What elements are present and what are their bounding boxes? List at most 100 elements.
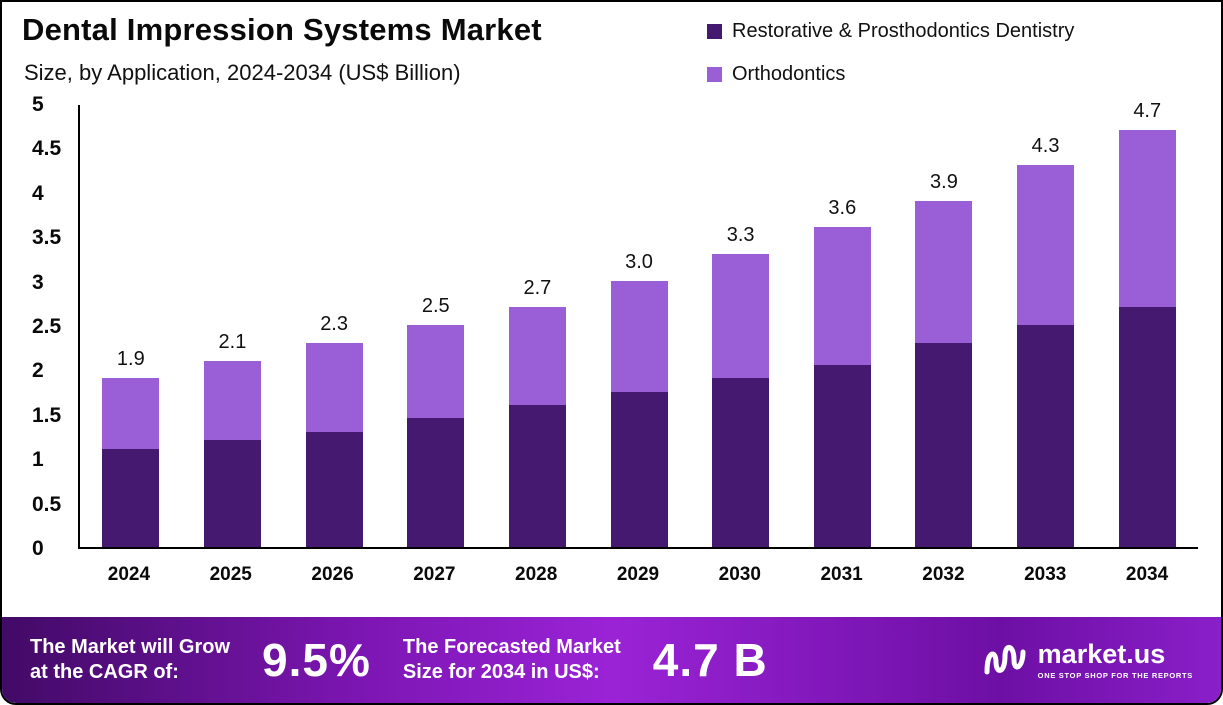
cagr-label-line2: at the CAGR of: <box>30 661 179 683</box>
bar-stack <box>610 280 668 547</box>
y-axis-tick-label: 3 <box>32 270 44 294</box>
brand-tagline: ONE STOP SHOP FOR THE REPORTS <box>1037 670 1193 680</box>
x-axis-label: 2032 <box>922 564 965 585</box>
segment-orthodontics <box>305 342 363 432</box>
forecast-label-line2: Size for 2034 in US$: <box>402 661 600 683</box>
page-subtitle: Size, by Application, 2024-2034 (US$ Bil… <box>24 60 461 85</box>
y-axis-tick-label: 5 <box>32 93 44 116</box>
cagr-value: 9.5% <box>262 634 371 686</box>
bar-column: 3.6 <box>791 105 893 547</box>
y-axis-tick-label: 4 <box>32 181 44 205</box>
cagr-label-line1: The Market will Grow <box>30 636 231 658</box>
segment-orthodontics <box>407 325 465 419</box>
x-axis-labels: 2024 2025 2026 2027 2028 2029 2030 2031 2032 2033… <box>78 564 1198 586</box>
forecast-value: 4.7 B <box>652 634 768 686</box>
y-axis-tick-label: 0.5 <box>32 492 62 516</box>
bar-stack <box>102 378 160 547</box>
marketus-logo-icon <box>982 638 1028 683</box>
segment-restorative <box>813 364 871 547</box>
bar-total-label: 2.1 <box>218 330 247 353</box>
x-axis-label: 2027 <box>413 564 456 585</box>
segment-restorative <box>915 342 973 547</box>
y-axis-tick-label: 1.5 <box>32 403 62 427</box>
segment-orthodontics <box>610 280 668 392</box>
x-axis-label: 2029 <box>616 564 660 585</box>
bar-total-label: 3.3 <box>726 223 755 246</box>
legend-item-orthodontics: Orthodontics <box>707 63 1074 86</box>
bar-column: 3.9 <box>893 105 995 547</box>
y-axis-tick-label: 4.5 <box>32 137 62 161</box>
segment-orthodontics <box>915 200 973 343</box>
bar-total-label: 3.6 <box>828 197 857 220</box>
bar-total-label: 4.3 <box>1031 135 1060 158</box>
bar-stack <box>813 227 871 547</box>
bar-stack <box>508 307 566 547</box>
bar-stack <box>305 342 363 547</box>
bar-stack <box>203 360 261 547</box>
y-axis-tick-label: 0 <box>32 537 44 560</box>
segment-restorative <box>407 418 465 547</box>
bar-column: 1.9 <box>80 105 182 547</box>
footer-banner: The Market will Grow at the CAGR of: 9.5… <box>2 617 1221 703</box>
bar-stack <box>407 325 465 547</box>
legend-label: Orthodontics <box>732 63 846 85</box>
bar-column: 2.7 <box>487 105 589 547</box>
forecast-label: The Forecasted Market Size for 2034 in U… <box>403 635 621 685</box>
y-axis-tick-label: 3.5 <box>32 226 62 250</box>
segment-orthodontics <box>813 227 871 365</box>
bar-stack <box>1017 165 1075 547</box>
segment-orthodontics <box>203 360 261 441</box>
forecast-label-line1: The Forecasted Market <box>402 636 621 658</box>
segment-orthodontics <box>508 307 566 405</box>
y-axis-tick-label: 2.5 <box>32 315 62 338</box>
segment-restorative <box>1017 325 1075 547</box>
x-axis-label: 2026 <box>311 564 354 585</box>
page-title: Dental Impression Systems Market <box>22 12 542 47</box>
bar-total-label: 2.5 <box>421 295 450 318</box>
bar-column: 2.1 <box>182 105 284 547</box>
x-axis-label: 2033 <box>1024 564 1067 585</box>
segment-orthodontics <box>1118 129 1176 308</box>
segment-orthodontics <box>102 378 160 450</box>
bar-column: 4.3 <box>995 105 1097 547</box>
legend-swatch <box>707 67 722 82</box>
segment-orthodontics <box>712 253 770 379</box>
legend-label: Restorative & Prosthodontics Dentistry <box>732 20 1075 42</box>
cagr-label: The Market will Grow at the CAGR of: <box>30 635 230 685</box>
bar-stack <box>915 200 973 547</box>
bar-stack <box>1118 129 1176 547</box>
segment-restorative <box>305 431 363 547</box>
segment-orthodontics <box>1017 165 1075 325</box>
bar-total-label: 3.9 <box>930 170 958 193</box>
segment-restorative <box>102 449 160 547</box>
bar-total-label: 1.9 <box>116 348 145 371</box>
brand-name: market.us <box>1037 638 1166 669</box>
bar-column: 3.3 <box>690 105 792 547</box>
bar-total-label: 4.7 <box>1133 99 1162 122</box>
segment-restorative <box>1118 307 1176 547</box>
bar-total-label: 3.0 <box>625 250 653 273</box>
y-axis-ticks: 5 4.5 4 3.5 3 2.5 2 1.5 1 0.5 0 <box>32 93 74 560</box>
x-axis-label: 2025 <box>209 564 252 585</box>
y-axis-tick-label: 1 <box>32 448 44 472</box>
segment-restorative <box>203 440 261 547</box>
legend-item-restorative: Restorative & Prosthodontics Dentistry <box>707 20 1074 43</box>
x-axis-label: 2030 <box>718 564 761 585</box>
x-axis-label: 2028 <box>515 564 558 585</box>
legend-swatch <box>707 24 722 39</box>
brand-block: market.us ONE STOP SHOP FOR THE REPORTS <box>982 638 1193 683</box>
segment-restorative <box>712 378 770 547</box>
x-axis-label: 2034 <box>1125 564 1169 585</box>
bar-column: 3.0 <box>588 105 690 547</box>
brand-text: market.us ONE STOP SHOP FOR THE REPORTS <box>1037 638 1193 680</box>
y-axis-tick-label: 2 <box>32 359 44 383</box>
x-axis-label: 2024 <box>107 564 151 585</box>
x-axis-label: 2031 <box>820 564 863 585</box>
plot-area: 1.9 2.1 2.3 2.5 2.7 3.0 3.3 3.6 3.9 4.3 4.7 <box>78 100 1198 549</box>
bar-column: 2.5 <box>385 105 487 547</box>
bar-stack <box>712 253 770 547</box>
segment-restorative <box>610 391 668 547</box>
legend: Restorative & Prosthodontics Dentistry O… <box>707 20 1074 86</box>
bar-column: 2.3 <box>283 105 385 547</box>
